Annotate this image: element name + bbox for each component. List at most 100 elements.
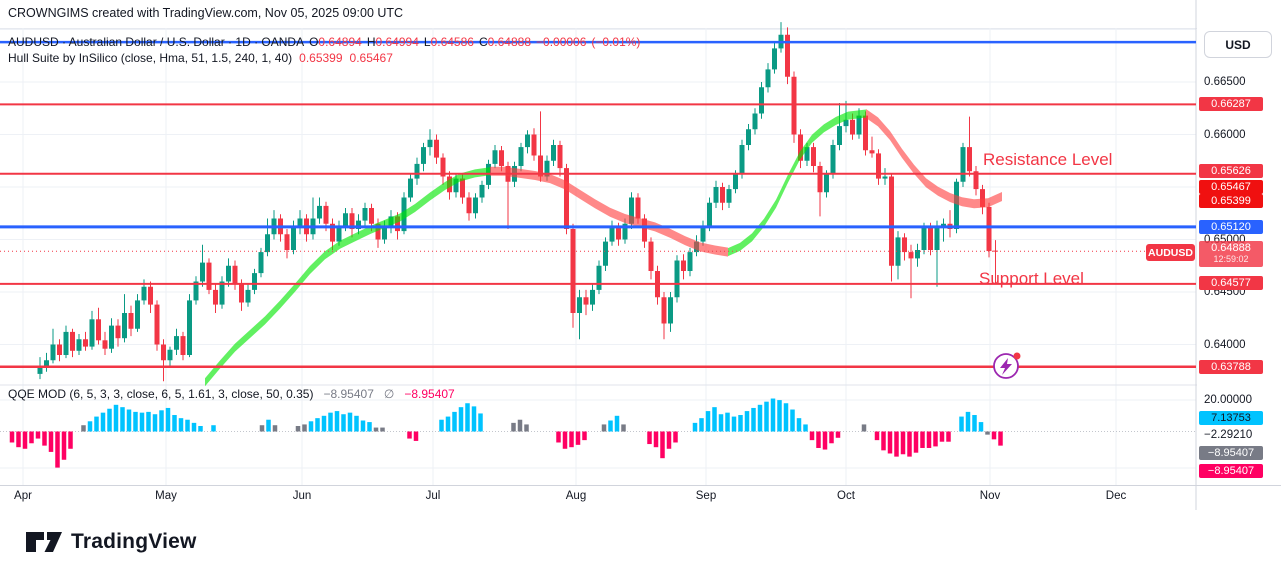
candle-body: [590, 289, 595, 305]
candle-body: [609, 226, 615, 242]
candle-body: [154, 304, 160, 345]
hull-value-1: 0.65399: [299, 51, 343, 65]
qqe-histogram-bar: [347, 412, 353, 432]
symbol-info-row[interactable]: AUDUSD · Australian Dollar / U.S. Dollar…: [8, 35, 640, 49]
candle-body: [408, 178, 413, 198]
candle-body: [668, 297, 673, 324]
price-axis-label: 0.66000: [1204, 128, 1246, 141]
hull-suite-legend[interactable]: Hull Suite by InSilico (close, Hma, 51, …: [8, 51, 393, 65]
price-axis-badge: 0.65120: [1199, 219, 1263, 234]
qqe-histogram-bar: [16, 431, 21, 448]
qqe-histogram-bar: [146, 411, 151, 432]
candle-body: [616, 226, 621, 240]
qqe-histogram-bar: [933, 431, 938, 447]
candle-body: [330, 223, 335, 242]
watermark-text: CROWNGIMS created with TradingView.com, …: [8, 6, 404, 20]
candle-body: [265, 234, 270, 253]
qqe-histogram-bar: [738, 415, 743, 432]
hull-ribbon-segment: [490, 166, 728, 257]
qqe-histogram-bar: [920, 431, 925, 448]
candle-body: [824, 174, 829, 193]
candle-body: [525, 134, 530, 148]
qqe-histogram-bar: [81, 425, 86, 432]
qqe-histogram-bar: [354, 415, 359, 432]
qqe-histogram-bar: [881, 431, 886, 451]
candle-body: [830, 145, 836, 175]
price-axis-badge: 7.13753: [1199, 411, 1263, 425]
qqe-histogram-bar: [835, 431, 841, 438]
qqe-histogram-bar: [133, 411, 138, 432]
candle-body: [973, 171, 979, 190]
price-axis-label: 20.00000: [1204, 394, 1252, 406]
candle-body: [499, 150, 504, 166]
badge-price: 0.64577: [1211, 276, 1251, 289]
qqe-histogram-bar: [341, 414, 346, 432]
price-axis-badge: 0.65626: [1199, 164, 1263, 179]
qqe-histogram-bar: [894, 431, 899, 457]
candle-body: [284, 234, 290, 250]
candle-body: [37, 367, 43, 374]
month-label-dec: Dec: [1105, 490, 1127, 502]
candle-body: [882, 176, 888, 179]
symbol-title[interactable]: AUDUSD · Australian Dollar / U.S. Dollar…: [8, 35, 305, 49]
qqe-histogram-bar: [965, 411, 971, 432]
time-axis-border: [0, 485, 1281, 486]
qqe-histogram-bar: [178, 418, 184, 432]
price-axis-label: 0.66500: [1204, 76, 1246, 88]
candle-body: [200, 262, 205, 282]
candle-body: [726, 189, 732, 203]
candle-body: [76, 339, 82, 351]
price-change: −0.00006: [536, 35, 587, 49]
candle-body: [356, 220, 361, 229]
qqe-histogram-bar: [68, 431, 73, 449]
qqe-histogram-bar: [803, 424, 808, 432]
price-axis-badge: 0.64888 12:59:02: [1199, 241, 1263, 268]
tradingview-logo[interactable]: TradingView: [25, 530, 197, 554]
month-label-jul: Jul: [425, 490, 441, 502]
candle-body: [343, 213, 348, 227]
qqe-mod-label[interactable]: QQE MOD (6, 5, 3, 3, close, 6, 5, 1.61, …: [8, 387, 314, 401]
month-label-oct: Oct: [837, 490, 855, 502]
resistance-level-label: Resistance Level: [983, 150, 1113, 169]
qqe-histogram-bar: [874, 431, 880, 441]
qqe-histogram-bar: [511, 422, 516, 432]
qqe-histogram-bar: [48, 431, 54, 452]
candle-body: [148, 286, 153, 305]
candle-body: [518, 147, 524, 166]
candle-body: [934, 226, 940, 250]
qqe-histogram-bar: [113, 404, 119, 432]
candle-body: [492, 150, 498, 164]
hull-ribbon-segment: [866, 109, 1002, 209]
candle-body: [733, 174, 738, 190]
qqe-histogram-bar: [524, 424, 529, 432]
candle-body: [440, 157, 446, 177]
candle-body: [772, 48, 777, 70]
candle-body: [291, 226, 296, 250]
qqe-histogram-bar: [9, 431, 15, 443]
candle-body: [707, 202, 712, 227]
qqe-histogram-bar: [367, 422, 372, 432]
qqe-value-pink: −8.95407: [404, 387, 455, 401]
candle-body: [434, 139, 439, 158]
candle-body: [746, 129, 751, 145]
quick-action-button[interactable]: [991, 350, 1025, 389]
currency-toggle-button[interactable]: USD: [1204, 31, 1272, 58]
candle-body: [817, 166, 823, 193]
qqe-histogram-bar: [55, 431, 60, 468]
candle-body: [980, 189, 985, 207]
candle-body: [317, 205, 322, 219]
qqe-mod-legend[interactable]: QQE MOD (6, 5, 3, 3, close, 6, 5, 1.61, …: [8, 387, 455, 401]
candle-body: [206, 262, 212, 290]
hull-ribbon-segment: [205, 167, 490, 387]
qqe-histogram-bar: [478, 413, 483, 432]
candle-body: [629, 197, 634, 224]
qqe-separator-icon: ∅: [383, 387, 395, 401]
qqe-histogram-bar: [211, 425, 216, 432]
lightning-icon[interactable]: [991, 350, 1025, 384]
qqe-histogram-bar: [321, 415, 327, 432]
hull-suite-label[interactable]: Hull Suite by InSilico (close, Hma, 51, …: [8, 51, 293, 65]
candle-body: [141, 286, 147, 301]
candle-body: [785, 34, 790, 77]
candle-body: [837, 126, 842, 145]
candle-body: [57, 344, 62, 355]
